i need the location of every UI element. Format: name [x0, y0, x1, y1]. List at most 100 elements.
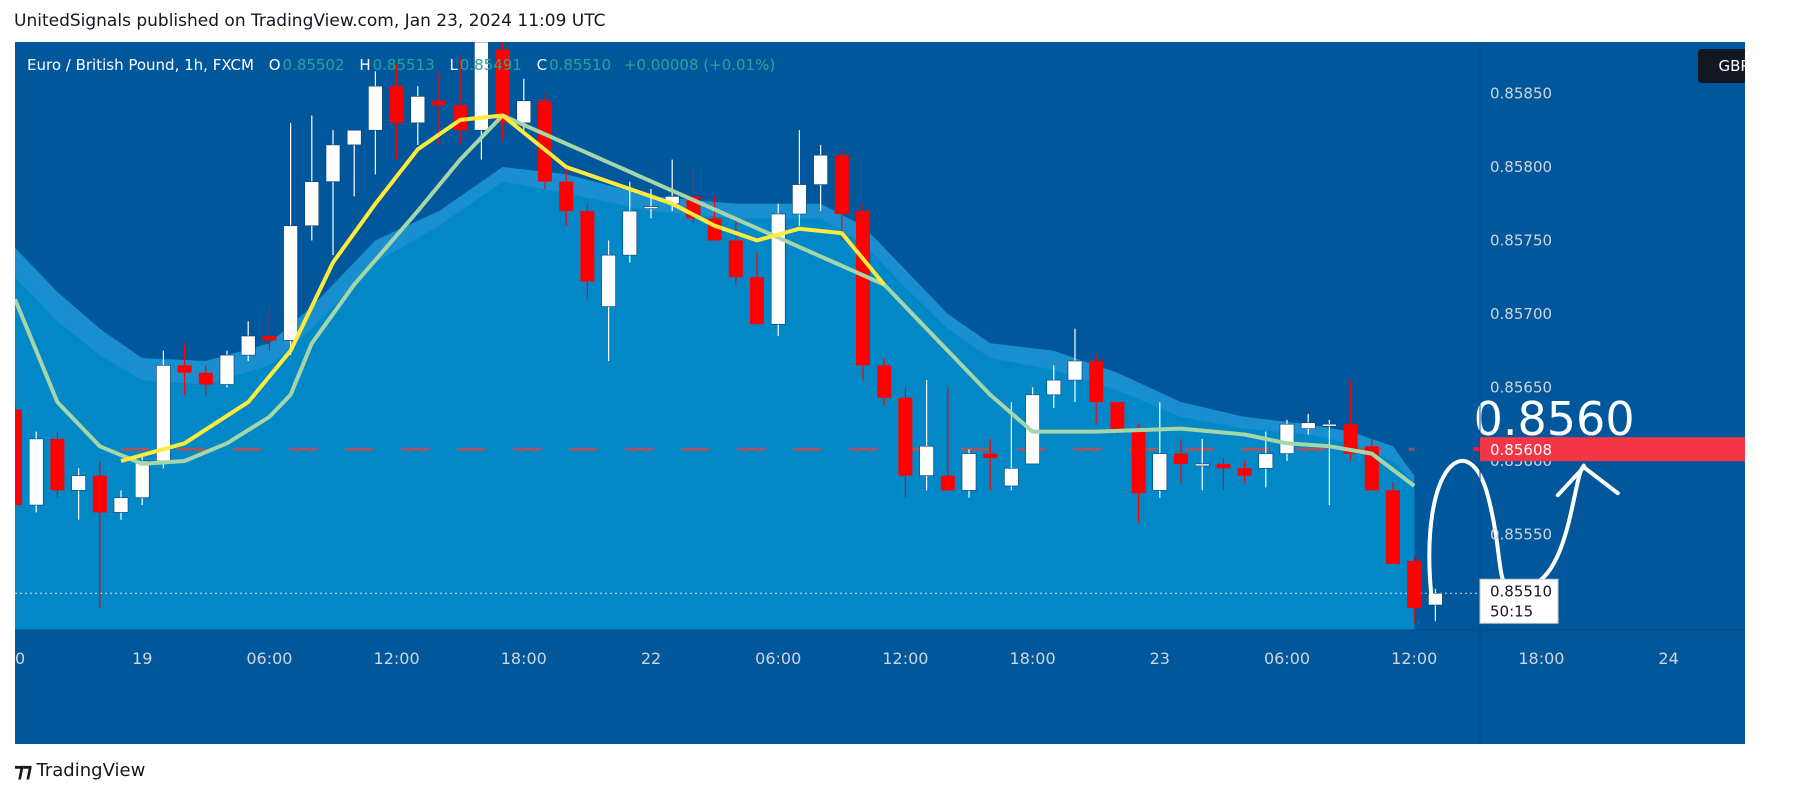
- footer-brand[interactable]: ⁊⁊ TradingView: [14, 758, 145, 782]
- candle-body: [834, 155, 849, 214]
- candle-body: [559, 181, 574, 212]
- level-layer: [15, 447, 1480, 594]
- time-tick-label: 18:00: [1010, 649, 1056, 668]
- candle-body: [432, 100, 446, 106]
- candle-body: [1343, 424, 1358, 454]
- time-tick-label: 06:00: [246, 649, 292, 668]
- candle-body: [1216, 463, 1231, 469]
- axis-layer: 0.858500.858000.857500.857000.856500.856…: [15, 42, 1745, 744]
- time-tick-label: 00: [15, 649, 25, 668]
- candle-body: [304, 181, 320, 227]
- candle-body: [1194, 463, 1210, 467]
- high-value: 0.85513: [372, 56, 435, 74]
- candle-body: [410, 96, 426, 124]
- time-tick-label: 18:00: [1518, 649, 1564, 668]
- candle-body: [919, 445, 934, 476]
- last-price-label: 0.85510: [1490, 582, 1552, 600]
- brand-name: TradingView: [36, 759, 146, 781]
- candle-body: [516, 100, 532, 124]
- candle-body: [177, 365, 192, 373]
- candle-body: [1152, 453, 1168, 491]
- candle-body: [474, 42, 489, 131]
- candle-body: [750, 277, 764, 325]
- countdown-label: 50:15: [1490, 602, 1533, 620]
- candle-body: [71, 475, 86, 491]
- candle-body: [728, 240, 743, 278]
- candle-body: [877, 365, 892, 398]
- price-tick-label: 0.85850: [1490, 84, 1552, 102]
- time-tick-label: 12:00: [374, 649, 420, 668]
- candle-body: [1004, 467, 1019, 487]
- price-tick-label: 0.85750: [1490, 231, 1552, 249]
- open-label: O: [268, 56, 281, 74]
- candle-body: [1300, 422, 1316, 429]
- candle-body: [346, 129, 362, 146]
- candle-body: [1046, 379, 1062, 396]
- candle-layer: [15, 42, 1443, 623]
- chart-canvas[interactable]: 0.8560 0.858500.858000.857500.857000.856…: [15, 42, 1745, 744]
- time-tick-label: 19: [132, 649, 152, 668]
- candle-body: [495, 49, 510, 123]
- candle-body: [856, 211, 870, 366]
- currency-button[interactable]: GBP: [1698, 49, 1745, 83]
- candle-body: [580, 211, 595, 282]
- candle-body: [262, 336, 277, 341]
- candle-body: [1110, 402, 1125, 432]
- cloud-layer: [15, 167, 1415, 630]
- candle-body: [92, 475, 107, 513]
- close-label: C: [536, 56, 548, 74]
- price-tick-label: 0.85700: [1490, 305, 1552, 323]
- candle-body: [813, 154, 828, 185]
- ma-slow-line: [15, 113, 1416, 488]
- change-value: +0.00008 (+0.01%): [623, 56, 776, 74]
- candle-body: [1407, 560, 1422, 608]
- time-tick-label: 23: [1150, 649, 1170, 668]
- time-tick-label: 24: [1658, 649, 1678, 668]
- publish-header: UnitedSignals published on TradingView.c…: [14, 11, 606, 31]
- high-label: H: [359, 56, 371, 74]
- cloud-inner: [15, 181, 1415, 630]
- low-label: L: [449, 56, 458, 74]
- last-price-badge: [1479, 578, 1559, 624]
- candle-body: [134, 460, 150, 499]
- candle-body: [538, 100, 552, 182]
- candle-body: [1322, 423, 1337, 427]
- symbol-legend[interactable]: Euro / British Pound, 1h, FXCM O 0.85502 …: [27, 56, 775, 74]
- time-tick-label: 06:00: [1264, 649, 1310, 668]
- ma-fast-line: [501, 113, 886, 286]
- drawing-layer: 0.8560: [1427, 392, 1635, 596]
- time-tick-label: 18:00: [501, 649, 547, 668]
- ma-layer: [15, 113, 1416, 488]
- candle-body: [1237, 468, 1252, 476]
- ma-fast-line-rise: [120, 113, 503, 463]
- chart-area[interactable]: 0.8560 0.85850 0.85800 0.85750 0.85700 0.856…: [15, 42, 1745, 744]
- candle-body: [601, 254, 616, 307]
- time-tick-label: 22: [641, 649, 661, 668]
- candle-body: [770, 213, 786, 325]
- low-value: 0.85491: [459, 56, 522, 74]
- candle-body: [15, 409, 22, 506]
- level-price-badge: [1480, 437, 1745, 462]
- time-tick-label: 06:00: [755, 649, 801, 668]
- close-value: 0.85510: [549, 56, 612, 74]
- candle-body: [1174, 453, 1188, 464]
- candle-body: [198, 372, 213, 385]
- level-price-label: 0.85608: [1490, 441, 1552, 459]
- candle-body: [325, 144, 341, 182]
- candle-body: [219, 354, 235, 385]
- candle-body: [113, 497, 129, 513]
- candle-body: [940, 475, 955, 491]
- candle-body: [983, 453, 998, 459]
- candle-body: [1067, 360, 1083, 381]
- candle-body: [1258, 453, 1274, 469]
- candle-body: [50, 438, 65, 491]
- tv-logo-icon: ⁊⁊: [14, 758, 32, 782]
- candle-body: [643, 206, 659, 209]
- time-tick-label: 12:00: [882, 649, 928, 668]
- candle-body: [389, 86, 404, 123]
- candle-body: [1131, 428, 1146, 494]
- price-tick-label: 0.85550: [1490, 525, 1552, 543]
- candle-body: [792, 184, 807, 215]
- candle-body: [622, 210, 638, 256]
- candle-body: [1386, 490, 1400, 564]
